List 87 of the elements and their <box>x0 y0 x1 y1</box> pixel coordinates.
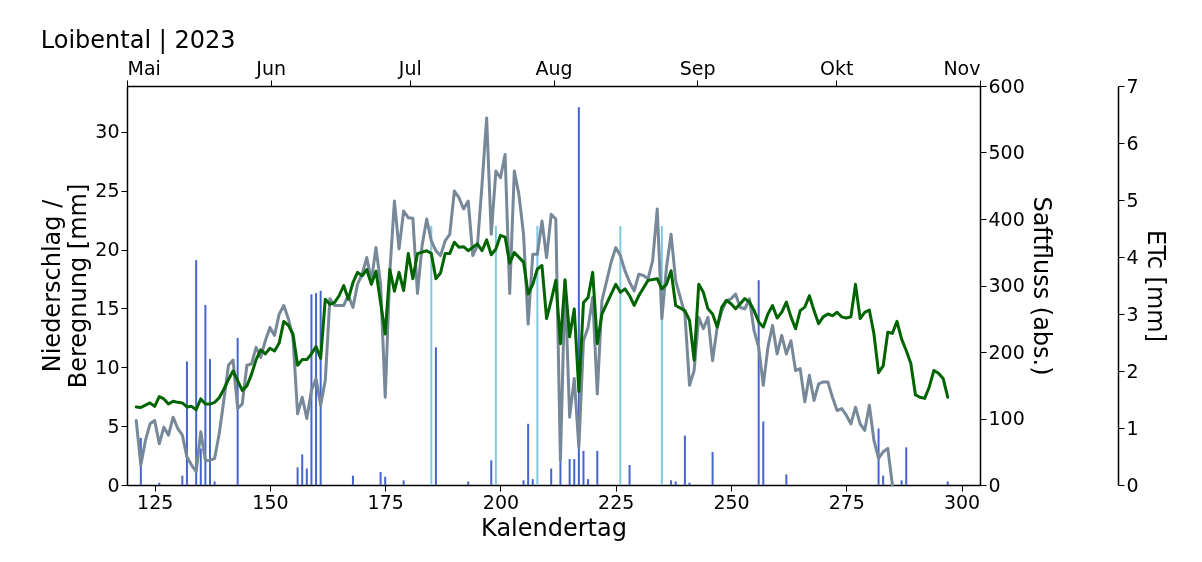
bar <box>711 452 714 485</box>
y2-axis-title: Saftfluss (abs.) <box>1027 196 1056 376</box>
bar <box>882 475 885 485</box>
bar <box>494 226 497 485</box>
y-tick-label: 20 <box>95 238 120 261</box>
bar <box>296 467 299 485</box>
bar <box>434 347 437 485</box>
bar <box>550 468 553 485</box>
bar <box>905 447 908 485</box>
bar <box>785 474 788 485</box>
y3-tick-label: 4 <box>1126 245 1139 268</box>
x2-tick-label: Okt <box>820 56 854 79</box>
y3-tick-label: 6 <box>1126 131 1139 154</box>
x-tick-label: 300 <box>943 490 981 513</box>
y-tick-label: 5 <box>107 414 120 437</box>
x-tick-label: 225 <box>598 490 635 513</box>
bar <box>559 460 562 485</box>
chart-title: Loibental | 2023 <box>40 26 236 54</box>
bar <box>213 481 216 485</box>
y3-tick-label: 5 <box>1126 188 1139 211</box>
x2-tick-label: Sep <box>679 56 716 79</box>
x-axis-title: Kalendertag <box>481 513 627 542</box>
bar <box>531 479 534 485</box>
bar <box>301 454 304 485</box>
bar <box>587 479 590 485</box>
bar <box>946 481 949 485</box>
y3-tick-label: 0 <box>1126 473 1139 496</box>
y2-tick-label: 300 <box>988 274 1025 296</box>
y3-tick-label: 2 <box>1126 359 1139 382</box>
bar <box>670 480 673 485</box>
bar <box>467 481 470 485</box>
y2-tick-label: 0 <box>988 473 1001 496</box>
x2-tick-label: Jul <box>397 56 422 79</box>
x-tick-label: 275 <box>828 490 865 513</box>
y-tick-label: 10 <box>95 355 120 378</box>
x-tick-label: 175 <box>367 490 404 513</box>
bar <box>181 475 184 485</box>
bar <box>204 304 207 485</box>
bar <box>628 464 631 485</box>
y-tick-label: 25 <box>95 179 120 202</box>
y2-tick-label: 500 <box>988 141 1025 163</box>
x-tick-label: 125 <box>137 490 174 513</box>
bar <box>310 294 313 485</box>
bar <box>379 472 382 485</box>
line-series <box>134 233 950 412</box>
x-tick-label: 250 <box>713 490 750 513</box>
bar <box>384 476 387 485</box>
y2-tick-label: 200 <box>988 340 1025 363</box>
x-tick-label: 150 <box>252 490 289 513</box>
y2-tick-label: 400 <box>988 207 1025 230</box>
bar <box>596 450 599 485</box>
y3-tick-label: 1 <box>1126 416 1139 439</box>
bar <box>351 475 354 485</box>
bar <box>402 480 405 485</box>
x2-tick-label: Mai <box>127 56 161 79</box>
y-axis-title: Niederschlag / Beregnung [mm] <box>38 183 93 389</box>
bar <box>305 468 308 485</box>
bar <box>195 260 198 485</box>
y3-axis-title: ETc [mm] <box>1141 229 1170 343</box>
y-tick-label: 30 <box>95 120 120 143</box>
bar <box>536 226 539 485</box>
bar <box>208 359 211 485</box>
y2-tick-label: 100 <box>988 407 1025 429</box>
bar <box>568 459 571 485</box>
y-tick-label: 15 <box>95 296 120 319</box>
bar <box>527 423 530 485</box>
bar <box>762 421 765 485</box>
x2-tick-label: Nov <box>943 56 981 79</box>
x-tick-label: 200 <box>482 490 520 513</box>
bar <box>683 435 686 485</box>
y-tick-label: 0 <box>107 473 120 496</box>
y2-tick-label: 600 <box>988 74 1025 97</box>
bar <box>315 293 318 485</box>
bar <box>900 480 903 485</box>
bar <box>573 459 576 485</box>
bar <box>674 481 677 485</box>
bar <box>582 450 585 485</box>
bar <box>522 480 525 485</box>
y3-tick-label: 7 <box>1126 74 1139 97</box>
bar <box>490 460 493 485</box>
bar <box>199 448 202 485</box>
bar <box>619 226 622 485</box>
line-series <box>134 116 894 487</box>
x2-tick-label: Aug <box>535 56 573 79</box>
y3-tick-label: 3 <box>1126 302 1139 325</box>
x2-tick-label: Jun <box>255 56 287 79</box>
bar <box>430 226 433 485</box>
